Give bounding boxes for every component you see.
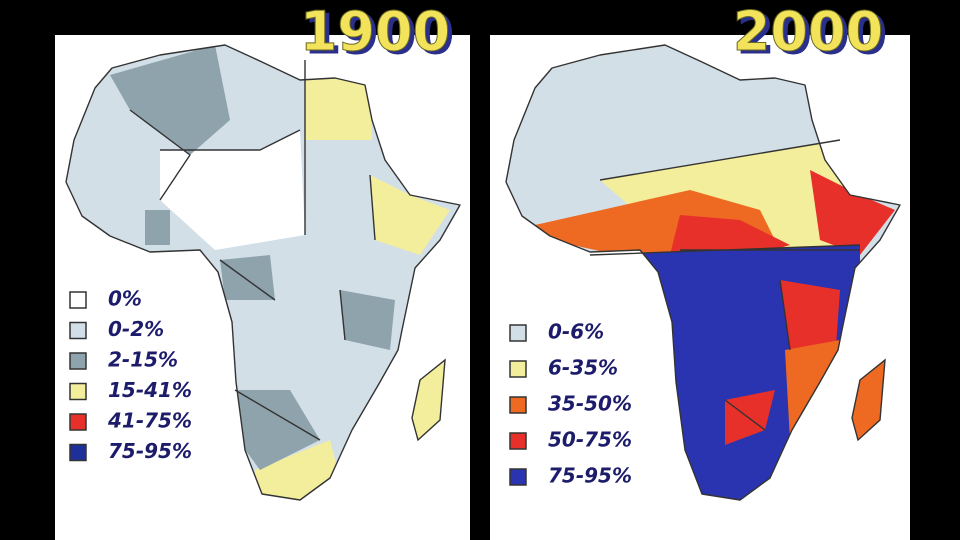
legend-swatch bbox=[69, 291, 87, 309]
legend-swatch bbox=[509, 324, 527, 342]
legend-label: 2-15% bbox=[108, 348, 178, 372]
legend-swatch bbox=[69, 443, 87, 462]
legend-label: 15-41% bbox=[108, 378, 192, 402]
legend-label: 75-95% bbox=[548, 464, 632, 488]
legend-swatch bbox=[509, 396, 527, 414]
legend-label: 75-95% bbox=[108, 439, 192, 463]
legend-label: 50-75% bbox=[548, 428, 632, 452]
legend-swatch bbox=[69, 352, 87, 370]
legend-label: 0-2% bbox=[108, 317, 164, 341]
legend-label: 6-35% bbox=[548, 356, 618, 380]
map-title: 2000 bbox=[733, 0, 883, 63]
legend-swatch bbox=[69, 382, 87, 401]
map-title: 1900 bbox=[300, 0, 450, 63]
legend-swatch bbox=[509, 360, 527, 378]
map-1900 bbox=[65, 44, 461, 501]
legend-swatch bbox=[509, 432, 527, 450]
legend-label: 0% bbox=[108, 287, 142, 311]
legend-label: 41-75% bbox=[107, 409, 192, 433]
legend-label: 35-50% bbox=[548, 392, 632, 416]
legend-label: 0-6% bbox=[548, 320, 604, 344]
legend-swatch bbox=[69, 321, 87, 340]
legend-swatch bbox=[509, 468, 527, 486]
legend-swatch bbox=[69, 413, 87, 431]
